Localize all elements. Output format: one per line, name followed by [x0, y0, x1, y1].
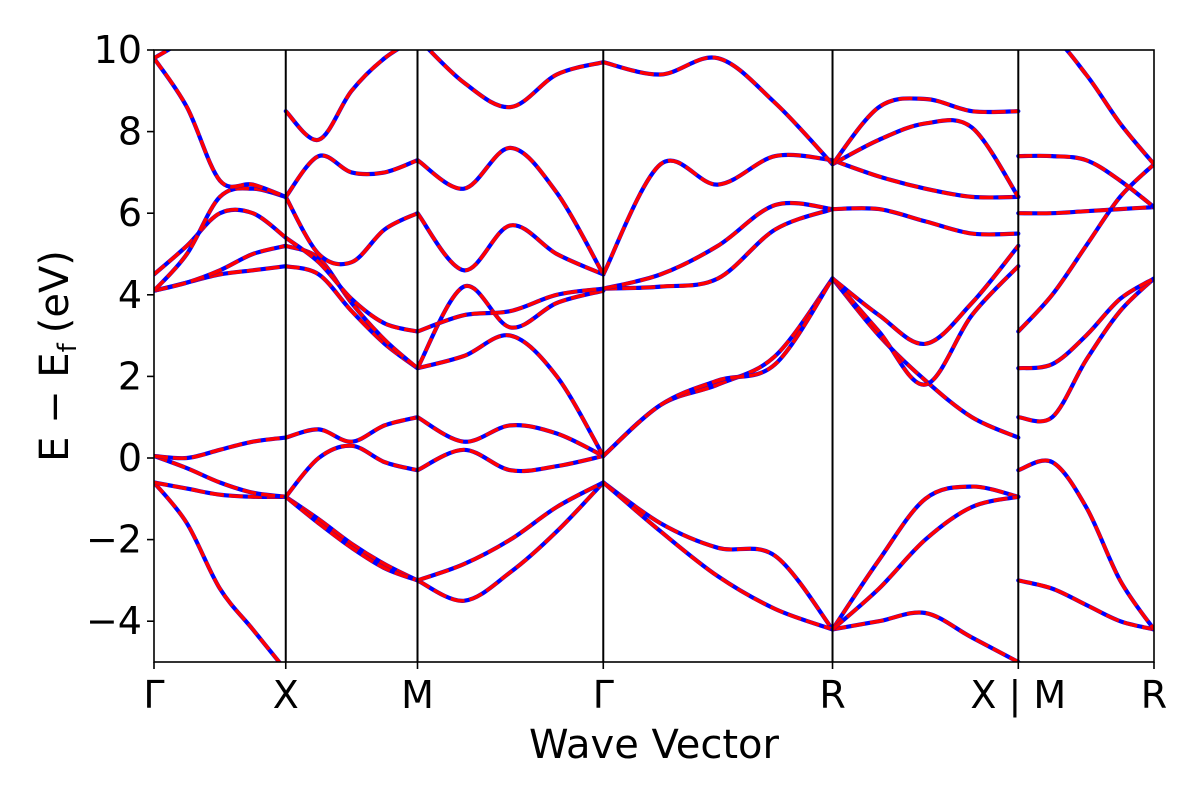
band-line-dashed-2-3 [416, 415, 605, 458]
y-axis-label: E − Ef (eV) [32, 250, 83, 462]
x-tick-label-2: M [401, 673, 434, 717]
band-line-dashed-5-3 [1018, 276, 1154, 370]
band-line-dashed-3-2 [602, 277, 834, 458]
band-line-ref-4-7 [830, 158, 1021, 200]
band-line-ref-5-2 [1016, 276, 1154, 424]
band-line-dashed-4-2 [831, 495, 1019, 631]
x-tick-label-3: Γ [593, 673, 614, 717]
band-line-dashed-2-1 [416, 480, 605, 583]
y-tick-label-7: 10 [94, 28, 142, 72]
band-line-ref-3-0 [601, 480, 835, 632]
band-line-ref-3-6 [601, 152, 835, 277]
x-tick-label-5: X | M [970, 673, 1066, 718]
band-line-dashed-5-1 [1017, 458, 1154, 631]
band-line-dashed-1-8 [284, 153, 419, 199]
band-line-dashed-3-0 [602, 481, 834, 631]
band-line-ref-3-2 [601, 276, 835, 459]
band-line-ref-0-0 [154, 480, 282, 662]
band-line-ref-4-0 [830, 610, 1021, 662]
band-line-dashed-0-0 [154, 481, 282, 662]
band-line-dashed-1-0 [284, 495, 419, 583]
band-line-dashed-2-9 [426, 50, 604, 109]
band-line-dashed-1-3 [285, 415, 418, 444]
band-line-dashed-0-1 [154, 480, 286, 499]
x-tick-label-4: R [819, 673, 845, 717]
band-line-dashed-5-7 [1064, 50, 1154, 166]
band-line-ref-0-8 [154, 56, 288, 199]
band-line-dashed-0-2 [154, 454, 287, 499]
band-line-dashed-5-6 [1018, 153, 1154, 209]
band-line-dashed-2-6 [416, 286, 604, 334]
band-line-dashed-2-8 [416, 146, 605, 276]
band-line-dashed-4-3 [831, 277, 1020, 440]
band-line-dashed-4-0 [832, 610, 1020, 662]
band-line-dashed-5-2 [1018, 277, 1154, 424]
band-line-dashed-0-6 [154, 207, 287, 276]
band-line-ref-1-8 [283, 153, 420, 199]
band-line-dashed-2-2 [416, 447, 604, 473]
band-line-ref-5-4 [1016, 162, 1154, 334]
y-tick-label-4: 4 [118, 273, 142, 317]
band-line-dashed-2-7 [416, 212, 605, 277]
band-line-dashed-2-5 [415, 284, 604, 370]
band-line-dashed-1-6 [284, 236, 418, 334]
band-line-dashed-0-3 [154, 435, 287, 461]
y-axis-label-unit: (eV) [32, 250, 78, 333]
band-line-ref-4-2 [830, 494, 1021, 632]
y-tick-label-0: −4 [86, 599, 142, 643]
band-line-dashed-5-0 [1017, 578, 1154, 632]
band-line-dashed-4-1 [831, 484, 1019, 631]
x-tick-label-0: Γ [143, 673, 164, 717]
band-line-dashed-3-7 [602, 55, 834, 166]
band-line-dashed-4-5 [831, 244, 1020, 346]
band-line-ref-3-3 [601, 276, 835, 459]
plot-frame [153, 49, 1155, 663]
y-axis: −4 −2 0 2 4 6 8 10 [86, 28, 154, 643]
band-line-dashed-0-5 [154, 244, 287, 293]
band-line-ref-2-3 [415, 415, 606, 459]
x-tick-label-1: X [273, 673, 299, 717]
band-line-dashed-0-7 [154, 186, 287, 292]
band-line-ref-4-6 [830, 206, 1021, 237]
band-line-dashed-3-4 [603, 207, 834, 291]
band-line-dashed-3-6 [601, 153, 833, 276]
band-line-dashed-4-4 [831, 264, 1020, 387]
y-tick-label-5: 6 [118, 191, 142, 235]
bands-layer [154, 50, 1154, 662]
y-tick-label-6: 8 [118, 110, 142, 154]
y-axis-label-main: E − E [32, 352, 78, 462]
band-line-ref-5-7 [1063, 50, 1154, 167]
band-line-ref-2-4 [415, 333, 606, 459]
band-line-dashed-1-7 [284, 196, 419, 267]
band-line-dashed-1-1 [284, 495, 419, 583]
band-line-dashed-4-8 [831, 118, 1020, 198]
x-tick-label-6: R [1141, 673, 1167, 717]
y-tick-label-1: −2 [86, 518, 142, 562]
band-line-ref-3-1 [601, 480, 835, 632]
band-line-dashed-1-9 [284, 50, 400, 142]
y-axis-label-subscript: f [53, 342, 83, 352]
band-line-dashed-3-5 [602, 201, 833, 291]
band-line-dashed-2-4 [417, 333, 605, 457]
x-axis: Γ X M Γ R X | M R [143, 662, 1167, 718]
band-line-ref-4-8 [830, 118, 1021, 199]
band-line-dashed-4-9 [831, 96, 1019, 166]
band-line-dashed-2-0 [416, 481, 605, 603]
band-line-dashed-3-3 [602, 277, 834, 458]
x-axis-label: Wave Vector [529, 722, 780, 768]
band-line-dashed-0-8 [154, 57, 287, 199]
band-line-dashed-5-5 [1018, 205, 1154, 216]
y-tick-label-2: 0 [118, 436, 142, 480]
band-line-ref-3-7 [601, 55, 835, 167]
band-line-dashed-1-4 [285, 264, 419, 370]
y-tick-label-3: 2 [118, 354, 142, 398]
high-symmetry-lines [284, 50, 1020, 662]
band-line-dashed-1-2 [284, 443, 418, 498]
band-line-ref-5-3 [1016, 276, 1154, 371]
band-line-ref-2-9 [426, 50, 606, 110]
band-line-dashed-4-6 [832, 206, 1019, 237]
band-line-dashed-3-1 [602, 481, 834, 632]
band-line-dashed-4-7 [831, 158, 1019, 200]
